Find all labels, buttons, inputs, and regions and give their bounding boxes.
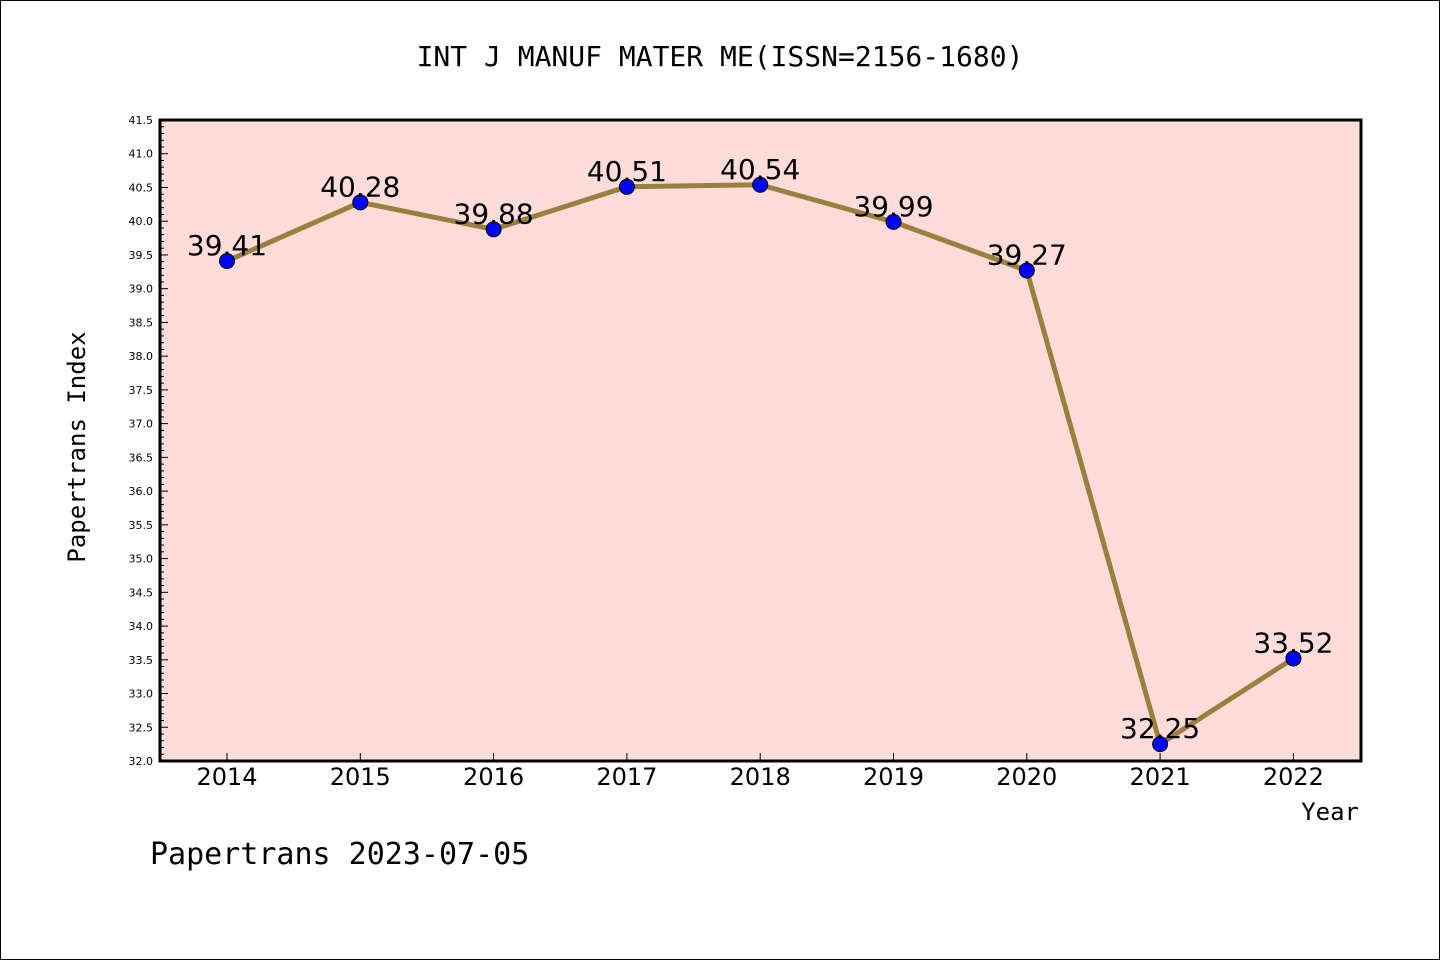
x-axis: 2014 2015 2016 2017 2018 2019 2020 2021 2022 xyxy=(196,753,1324,791)
y-tick-label: 39.5 xyxy=(129,249,154,262)
y-tick-label: 34.0 xyxy=(129,620,154,633)
data-label: 40.28 xyxy=(320,170,400,203)
y-axis-label: Papertrans Index xyxy=(63,331,91,562)
y-tick-label: 33.0 xyxy=(129,688,154,701)
data-labels: 39.41 40.28 39.88 40.51 40.54 39.99 39.27 32.25… xyxy=(187,153,1334,745)
x-tick-label: 2020 xyxy=(996,763,1057,791)
data-point xyxy=(885,213,902,230)
plot-area xyxy=(158,118,1363,763)
y-tick-label: 37.0 xyxy=(129,418,154,431)
data-label: 40.54 xyxy=(720,153,800,186)
data-label: 39.99 xyxy=(853,190,933,223)
chart-title: INT J MANUF MATER ME(ISSN=2156-1680) xyxy=(417,40,1024,73)
x-axis-label: Year xyxy=(1301,798,1359,826)
data-label: 40.51 xyxy=(587,155,667,188)
footer-text: Papertrans 2023-07-05 xyxy=(150,837,529,872)
y-tick-label: 38.5 xyxy=(129,316,154,329)
data-point xyxy=(752,176,769,193)
data-label: 32.25 xyxy=(1120,712,1200,745)
y-tick-label: 41.0 xyxy=(129,148,154,161)
x-tick-label: 2022 xyxy=(1263,763,1324,791)
data-point xyxy=(1285,650,1302,667)
y-tick-label: 35.5 xyxy=(129,519,154,532)
y-tick-label: 34.5 xyxy=(129,586,154,599)
x-tick-label: 2018 xyxy=(730,763,791,791)
y-tick-label: 40.5 xyxy=(129,181,154,194)
y-tick-label: 40.0 xyxy=(129,215,154,228)
data-label: 33.52 xyxy=(1253,626,1333,659)
data-point xyxy=(352,194,369,211)
data-point xyxy=(485,221,502,238)
data-label: 39.27 xyxy=(987,238,1067,271)
y-tick-label: 37.5 xyxy=(129,384,154,397)
y-tick-label: 36.5 xyxy=(129,451,154,464)
x-tick-label: 2014 xyxy=(196,763,257,791)
data-point xyxy=(219,253,235,270)
y-tick-label: 41.5 xyxy=(129,114,154,127)
y-tick-label: 35.0 xyxy=(129,553,154,566)
x-tick-label: 2017 xyxy=(596,763,657,791)
y-tick-label: 36.0 xyxy=(129,485,154,498)
x-tick-label: 2016 xyxy=(463,763,524,791)
y-tick-label: 38.0 xyxy=(129,350,154,363)
data-label: 39.88 xyxy=(454,197,534,230)
y-tick-label: 33.5 xyxy=(129,654,154,667)
data-point xyxy=(1152,736,1169,753)
y-axis: 32.0 32.5 33.0 33.5 34.0 34.5 35.0 35.5 36.0 36.5… xyxy=(129,114,168,768)
series-markers xyxy=(219,176,1302,753)
data-point xyxy=(618,178,635,195)
y-tick-label: 32.0 xyxy=(129,755,154,768)
y-tick-label: 39.0 xyxy=(129,283,154,296)
x-tick-label: 2019 xyxy=(863,763,924,791)
data-point xyxy=(1018,262,1035,279)
x-tick-label: 2015 xyxy=(330,763,391,791)
y-tick-label: 32.5 xyxy=(129,721,154,734)
x-tick-label: 2021 xyxy=(1130,763,1191,791)
data-label: 39.41 xyxy=(187,229,267,262)
